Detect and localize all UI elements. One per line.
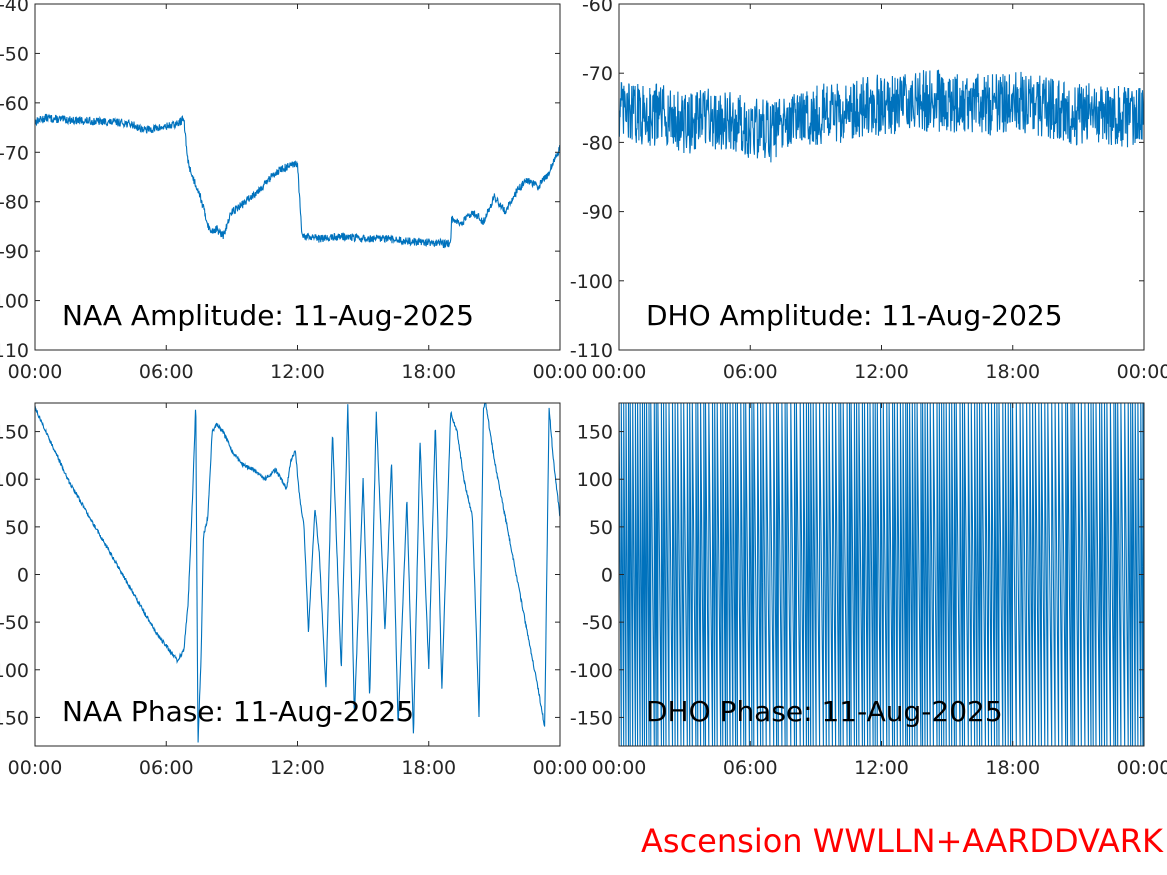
y-tick-label: -50: [0, 612, 29, 634]
y-tick-label: 150: [0, 422, 29, 444]
y-tick-label: -100: [570, 271, 613, 293]
y-tick-label: -40: [0, 0, 29, 16]
naa-phase-panel: 150 100 50 0 -50 -100 -150 00:00 06:00 12:00 18:00…: [0, 402, 587, 779]
series-line: [619, 70, 1144, 163]
x-tick-label: 06:00: [139, 361, 194, 383]
y-tick-label: -100: [0, 660, 29, 682]
y-tick-label: -60: [582, 0, 613, 16]
y-tick-label: -50: [582, 612, 613, 634]
dho-phase-panel: 150 100 50 0 -50 -100 -150 00:00 06:00 12:00 18:00…: [570, 403, 1167, 779]
x-tick-label: 00:00: [533, 361, 588, 383]
x-tick-label: 00:00: [1117, 757, 1167, 779]
x-tick-label: 06:00: [139, 757, 194, 779]
x-tick-label: 12:00: [854, 361, 909, 383]
x-tick-label: 18:00: [401, 361, 456, 383]
x-tick-label: 12:00: [854, 757, 909, 779]
y-tick-label: -70: [582, 63, 613, 85]
x-tick-label: 06:00: [723, 361, 778, 383]
y-tick-label: -80: [0, 192, 29, 214]
x-tick-label: 00:00: [533, 757, 588, 779]
y-tick-label: -110: [0, 340, 29, 362]
y-tick-label: 100: [577, 469, 613, 491]
y-tick-label: -150: [570, 707, 613, 729]
series-line: [35, 114, 560, 247]
y-tick-label: -100: [0, 291, 29, 313]
x-tick-label: 00:00: [8, 757, 63, 779]
y-tick-label: -60: [0, 93, 29, 115]
x-tick-label: 00:00: [1117, 361, 1167, 383]
x-tick-label: 00:00: [592, 757, 647, 779]
x-tick-label: 18:00: [985, 757, 1040, 779]
naa-amplitude-panel: -40-50-60-70-80-90-100-11000:0006:0012:0…: [0, 0, 587, 383]
y-tick-label: -50: [0, 43, 29, 65]
y-tick-label: -90: [582, 202, 613, 224]
y-tick-label: 50: [589, 517, 613, 539]
panel-title: NAA Phase: 11-Aug-2025: [62, 695, 414, 728]
panel-title: DHO Amplitude: 11-Aug-2025: [646, 299, 1063, 332]
x-tick-label: 12:00: [270, 757, 325, 779]
y-tick-label: 50: [5, 517, 29, 539]
x-tick-label: 18:00: [401, 757, 456, 779]
y-tick-label: -90: [0, 241, 29, 263]
y-tick-label: 100: [0, 469, 29, 491]
y-tick-label: 0: [601, 565, 613, 587]
x-tick-label: 18:00: [985, 361, 1040, 383]
x-tick-label: 00:00: [592, 361, 647, 383]
y-tick-label: 0: [17, 565, 29, 587]
y-tick-label: -150: [0, 707, 29, 729]
y-tick-label: -80: [582, 132, 613, 154]
x-tick-label: 00:00: [8, 361, 63, 383]
panel-title: DHO Phase: 11-Aug-2025: [646, 695, 1003, 728]
series-line: [35, 402, 560, 742]
y-tick-label: -70: [0, 142, 29, 164]
panel-title: NAA Amplitude: 11-Aug-2025: [62, 299, 474, 332]
figure: -40-50-60-70-80-90-100-11000:0006:0012:0…: [0, 0, 1167, 875]
x-tick-label: 12:00: [270, 361, 325, 383]
y-tick-label: -100: [570, 660, 613, 682]
footer-station-label: Ascension WWLLN+AARDDVARK: [641, 822, 1163, 860]
x-tick-label: 06:00: [723, 757, 778, 779]
y-tick-label: 150: [577, 422, 613, 444]
y-tick-label: -110: [570, 340, 613, 362]
